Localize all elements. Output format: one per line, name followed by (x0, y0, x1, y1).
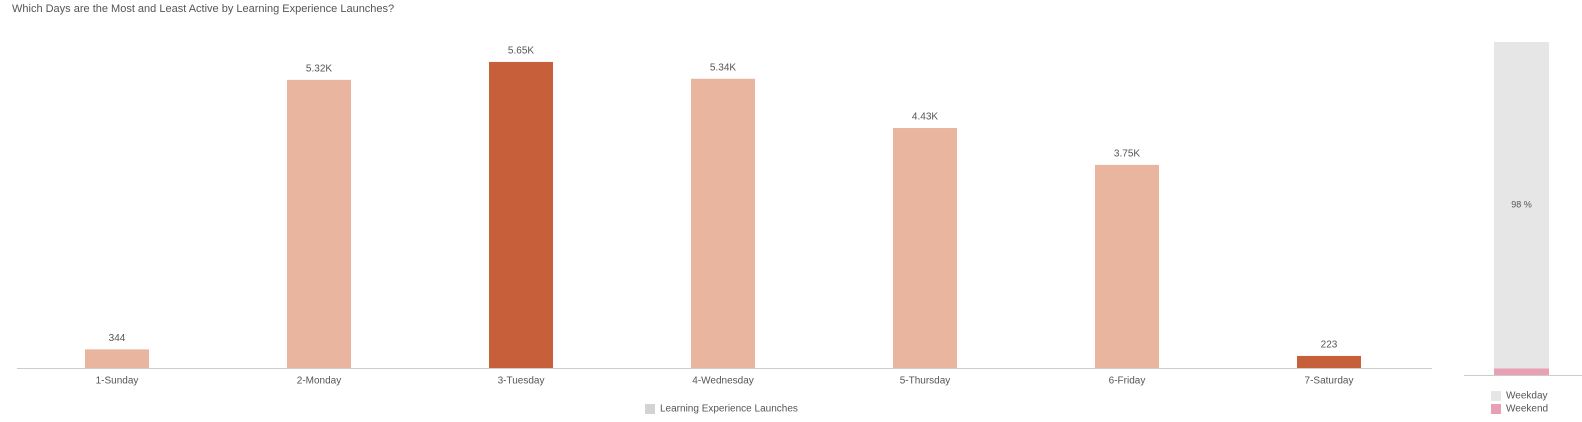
data-label: 4.43K (912, 112, 938, 123)
data-label: 5.32K (306, 63, 332, 74)
data-label: 344 (109, 333, 126, 344)
chart-title: Which Days are the Most and Least Active… (12, 3, 394, 15)
bar (85, 349, 149, 368)
x-tick-label: 6-Friday (1109, 376, 1146, 387)
x-tick-label: 5-Thursday (900, 376, 951, 387)
bar (287, 79, 351, 368)
data-label: 3.75K (1114, 149, 1140, 160)
legend-swatch (645, 404, 655, 414)
stacked-segment (1494, 368, 1549, 375)
data-label: 223 (1321, 340, 1338, 351)
legend-label: Weekend (1506, 404, 1548, 415)
x-tick-label: 1-Sunday (96, 376, 139, 387)
legend-swatch (1491, 391, 1501, 401)
data-label: 5.65K (508, 46, 534, 57)
bar (691, 78, 755, 368)
x-tick-label: 7-Saturday (1305, 376, 1354, 387)
legend-label: Learning Experience Launches (660, 404, 798, 415)
bar (489, 61, 553, 368)
legend-swatch (1491, 404, 1501, 414)
bar (1095, 164, 1159, 368)
bar (893, 128, 957, 368)
legend-label: Weekday (1506, 391, 1548, 402)
data-label: 98 % (1511, 200, 1532, 210)
x-tick-label: 2-Monday (297, 376, 341, 387)
x-tick-label: 3-Tuesday (498, 376, 545, 387)
data-label: 5.34K (710, 62, 736, 73)
bar (1297, 355, 1361, 368)
stacked-segment (1494, 42, 1549, 369)
x-tick-label: 4-Wednesday (692, 376, 754, 387)
